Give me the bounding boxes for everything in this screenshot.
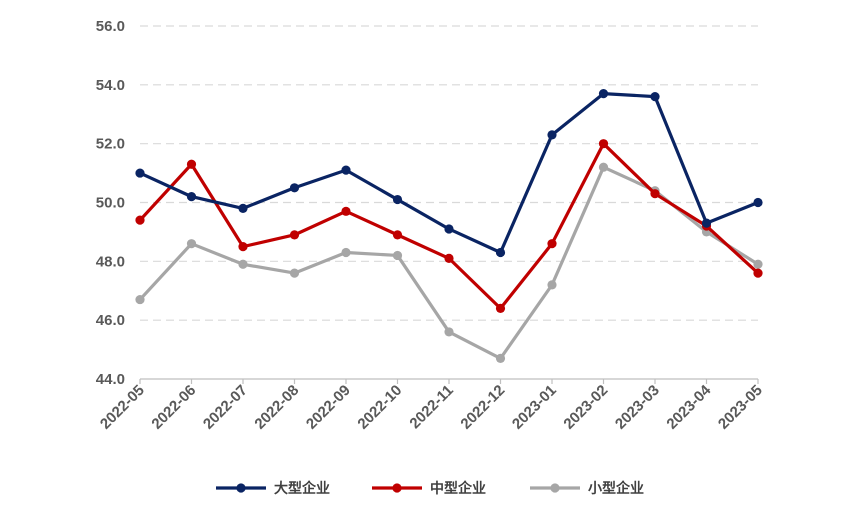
data-point — [598, 139, 609, 149]
legend-item: 小型企业 — [530, 480, 644, 497]
data-point — [341, 206, 351, 216]
y-tick-label: 54.0 — [96, 77, 125, 94]
data-point — [495, 247, 506, 258]
data-point — [186, 192, 197, 202]
data-point — [598, 162, 609, 172]
data-point — [289, 230, 300, 240]
x-tick-label: 2022-07 — [200, 382, 251, 433]
data-point — [341, 247, 351, 258]
y-tick-label: 48.0 — [96, 253, 125, 270]
legend: 大型企业 中型企业 小型企业 — [216, 480, 644, 497]
x-tick-label: 2022-09 — [303, 382, 354, 433]
legend-marker — [236, 483, 246, 493]
series-group — [135, 89, 763, 364]
legend-item: 中型企业 — [372, 480, 486, 497]
legend-marker — [392, 483, 402, 493]
x-tick-label: 2022-11 — [406, 382, 456, 432]
x-tick-label: 2023-04 — [663, 381, 714, 432]
legend-label: 中型企业 — [430, 480, 486, 497]
data-point — [495, 303, 506, 313]
data-point — [186, 159, 197, 169]
x-tick-label: 2023-01 — [509, 382, 560, 433]
x-tick-label: 2023-02 — [560, 382, 611, 433]
data-point — [753, 268, 763, 278]
data-point — [289, 183, 300, 193]
x-tick-label: 2022-08 — [251, 382, 302, 433]
y-tick-label: 56.0 — [96, 18, 125, 35]
data-point — [341, 165, 351, 175]
x-tick-labels: 2022-05 2022-06 2022-07 2022-08 2022-09 2022-… — [97, 381, 766, 432]
data-point — [392, 230, 403, 240]
data-point — [238, 203, 248, 213]
x-axis — [139, 378, 759, 384]
y-tick-labels: 44.0 46.0 48.0 50.0 52.0 54.0 56.0 — [96, 18, 125, 388]
x-tick-label: 2022-05 — [97, 382, 148, 433]
data-point — [547, 280, 557, 290]
data-point — [135, 168, 145, 178]
data-point — [547, 239, 557, 249]
data-point — [135, 215, 145, 225]
legend-item: 大型企业 — [216, 480, 330, 497]
data-point — [135, 294, 145, 305]
y-tick-label: 50.0 — [96, 195, 125, 212]
data-point — [701, 218, 712, 228]
data-point — [392, 250, 403, 261]
data-point — [289, 268, 300, 278]
x-tick-label: 2022-06 — [148, 382, 199, 433]
data-point — [598, 89, 609, 99]
data-point — [238, 259, 248, 269]
data-point — [238, 242, 248, 252]
data-point — [753, 259, 763, 269]
data-point — [753, 197, 763, 208]
x-tick-label: 2022-12 — [457, 382, 508, 433]
series-2 — [135, 139, 763, 313]
x-tick-label: 2022-10 — [354, 382, 405, 433]
data-point — [444, 224, 454, 234]
data-point — [392, 194, 403, 205]
data-point — [650, 92, 660, 102]
data-point — [650, 189, 660, 199]
x-tick-label: 2023-03 — [612, 382, 663, 433]
data-point — [444, 253, 454, 263]
data-point — [444, 327, 454, 337]
grid-lines — [140, 25, 758, 321]
data-point — [186, 239, 197, 249]
legend-label: 小型企业 — [588, 480, 644, 497]
legend-marker — [550, 483, 560, 493]
legend-label: 大型企业 — [274, 480, 330, 497]
data-point — [495, 353, 506, 364]
series-1 — [135, 89, 763, 258]
y-tick-label: 44.0 — [96, 371, 125, 388]
y-tick-label: 52.0 — [96, 136, 125, 153]
y-tick-label: 46.0 — [96, 312, 125, 329]
x-tick-label: 2023-05 — [715, 382, 766, 433]
data-point — [547, 130, 557, 140]
